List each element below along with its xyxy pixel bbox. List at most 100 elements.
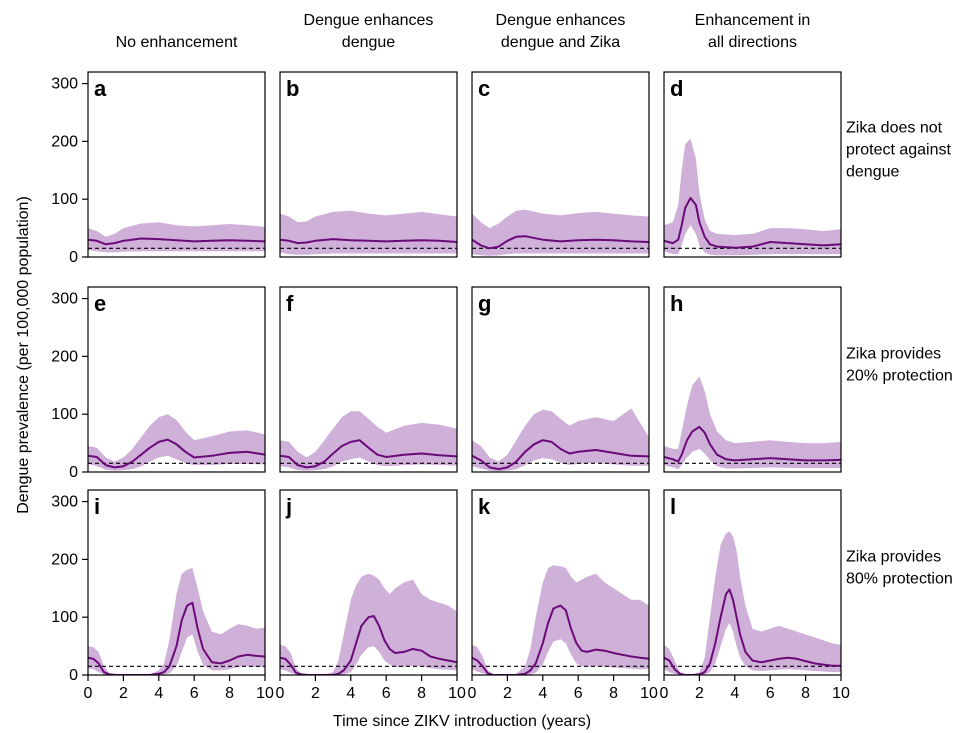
panel-g: g — [471, 286, 650, 473]
panel-frame — [279, 489, 458, 676]
panel-frame — [279, 71, 458, 258]
uncertainty-band — [88, 568, 265, 675]
row-label: Zika does not — [846, 120, 943, 137]
uncertainty-band — [280, 573, 457, 675]
y-tick-label: 200 — [51, 133, 78, 150]
y-tick-label: 300 — [51, 494, 78, 511]
panel-frame — [279, 286, 458, 473]
x-tick-label: 0 — [276, 685, 285, 702]
x-tick-label: 2 — [695, 685, 704, 702]
uncertainty-band — [88, 222, 265, 253]
column-header: Dengue enhances — [304, 12, 434, 29]
x-axis-label: Time since ZIKV introduction (years) — [333, 713, 591, 730]
column-header: dengue — [342, 34, 395, 51]
y-tick-label: 200 — [51, 551, 78, 568]
row-label: Zika provides — [846, 549, 941, 566]
panel-frame — [471, 286, 650, 473]
panel-letter: b — [286, 76, 299, 101]
uncertainty-band — [664, 138, 841, 256]
panel-f: f — [279, 286, 458, 473]
panel-k: k 0 2 4 6 8 10 — [468, 489, 658, 702]
panel-d: d — [663, 71, 842, 258]
column-header: all directions — [708, 34, 797, 51]
y-tick-label: 100 — [51, 406, 78, 423]
x-tick-label: 10 — [448, 685, 466, 702]
panel-frame — [663, 286, 842, 473]
x-tick-label: 2 — [503, 685, 512, 702]
uncertainty-band — [664, 376, 841, 470]
panel-c: c — [471, 71, 650, 258]
x-tick-label: 0 — [468, 685, 477, 702]
uncertainty-band — [88, 414, 265, 471]
median-line — [472, 235, 649, 250]
median-line — [664, 588, 841, 675]
panel-l: l 0 2 4 6 8 10 — [660, 489, 850, 702]
panel-letter: l — [670, 494, 676, 519]
x-tick-label: 4 — [154, 685, 163, 702]
median-line — [88, 438, 265, 469]
panel-frame — [87, 489, 266, 676]
x-tick-label: 10 — [832, 685, 850, 702]
uncertainty-band — [280, 411, 457, 471]
panel-letter: i — [94, 494, 100, 519]
median-line — [88, 237, 265, 246]
y-axis-label: Dengue prevalence (per 100,000 populatio… — [15, 196, 32, 514]
y-tick-label: 300 — [51, 76, 78, 93]
panel-frame — [87, 286, 266, 473]
column-headers: No enhancement Dengue enhances dengue Dengu… — [116, 12, 811, 51]
panel-letter: k — [478, 494, 491, 519]
y-tick-label: 100 — [51, 609, 78, 626]
panel-letter: f — [286, 291, 294, 316]
x-tick-label: 8 — [801, 685, 810, 702]
panel-letter: e — [94, 291, 106, 316]
panel-frame — [471, 489, 650, 676]
row-label: 20% protection — [846, 368, 953, 385]
x-tick-label: 4 — [346, 685, 355, 702]
uncertainty-band — [472, 565, 649, 675]
x-tick-label: 10 — [256, 685, 274, 702]
panel-b: b — [279, 71, 458, 258]
y-tick-label: 0 — [69, 249, 78, 266]
row-label: protect against — [846, 142, 952, 159]
x-tick-label: 8 — [225, 685, 234, 702]
panel-frame — [471, 71, 650, 258]
panel-frame — [663, 489, 842, 676]
panel-j: j 0 2 4 6 8 10 — [276, 489, 466, 702]
row-label: Zika provides — [846, 346, 941, 363]
x-tick-label: 6 — [190, 685, 199, 702]
panel-letter: a — [94, 76, 107, 101]
x-tick-label: 2 — [311, 685, 320, 702]
y-tick-label: 300 — [51, 291, 78, 308]
x-tick-label: 2 — [119, 685, 128, 702]
panel-a: a 0 100 200 300 — [51, 71, 266, 266]
y-tick-label: 200 — [51, 348, 78, 365]
x-tick-label: 0 — [84, 685, 93, 702]
y-tick-label: 0 — [69, 464, 78, 481]
row-label: 80% protection — [846, 571, 953, 588]
y-tick-label: 100 — [51, 191, 78, 208]
uncertainty-band — [280, 210, 457, 255]
median-line — [280, 439, 457, 469]
x-tick-label: 10 — [640, 685, 658, 702]
median-line — [664, 425, 841, 463]
panel-letter: c — [478, 76, 490, 101]
column-header: Enhancement in — [695, 12, 811, 29]
x-tick-label: 8 — [417, 685, 426, 702]
column-header: dengue and Zika — [501, 34, 620, 51]
x-tick-label: 6 — [382, 685, 391, 702]
x-tick-label: 4 — [538, 685, 547, 702]
column-header: Dengue enhances — [496, 12, 626, 29]
median-line — [472, 604, 649, 675]
panel-e: e 0 100 200 300 — [51, 286, 266, 481]
uncertainty-band — [472, 209, 649, 256]
panel-letter: g — [478, 291, 491, 316]
median-line — [280, 238, 457, 245]
panel-letter: d — [670, 76, 683, 101]
x-tick-label: 6 — [766, 685, 775, 702]
panel-letter: h — [670, 291, 683, 316]
column-header: No enhancement — [116, 34, 238, 51]
panel-frame — [87, 71, 266, 258]
median-line — [664, 197, 841, 249]
